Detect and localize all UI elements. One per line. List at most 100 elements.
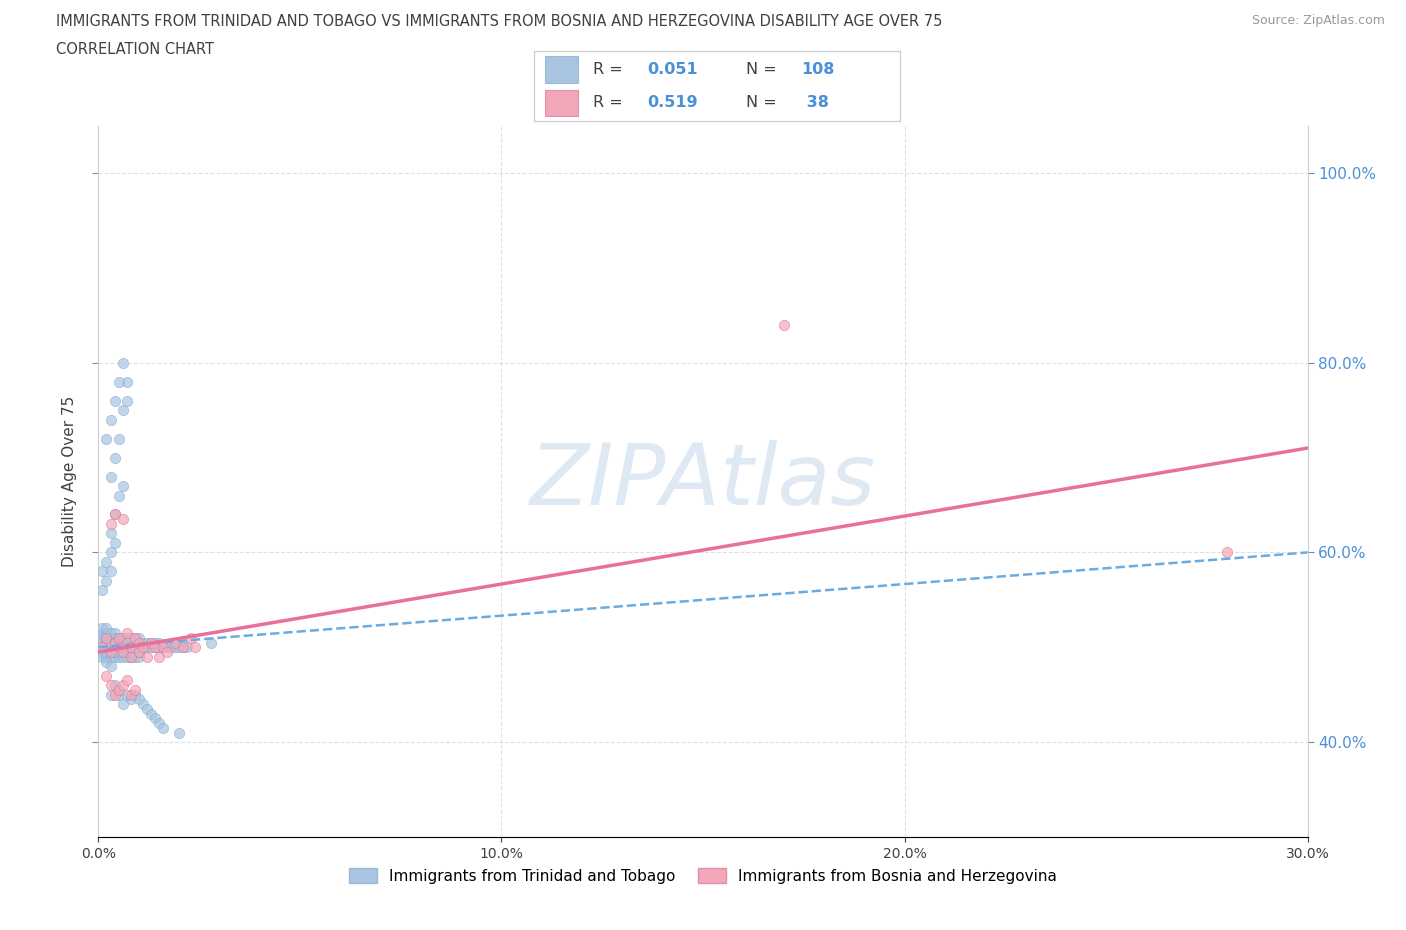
Point [103,644,125,659]
Point [107,687,129,702]
Point [100,631,122,645]
Point [111,355,134,370]
Point [115,640,138,655]
Point [143,635,166,650]
Point [135,635,157,650]
Point [139,635,162,650]
Text: 0.051: 0.051 [648,61,699,77]
Point [96,654,118,669]
Point [128,631,150,645]
Point [115,393,138,408]
Point [100,635,122,650]
Point [120,640,142,655]
Point [103,507,125,522]
Point [148,635,170,650]
Point [152,721,174,736]
Point [128,640,150,655]
Point [100,526,122,541]
Point [132,640,155,655]
Point [115,687,138,702]
Point [152,640,174,655]
Point [111,678,134,693]
Point [96,635,118,650]
Point [124,640,146,655]
Point [96,626,118,641]
Point [107,374,129,389]
Point [111,644,134,659]
Point [200,635,222,650]
Point [100,545,122,560]
Text: 38: 38 [801,95,830,111]
Point [111,403,134,418]
Point [163,640,186,655]
Point [135,640,157,655]
Point [91,621,114,636]
Point [96,631,118,645]
Point [107,649,129,664]
Text: IMMIGRANTS FROM TRINIDAD AND TOBAGO VS IMMIGRANTS FROM BOSNIA AND HERZEGOVINA DI: IMMIGRANTS FROM TRINIDAD AND TOBAGO VS I… [56,14,942,29]
Point [107,635,129,650]
Point [132,697,155,711]
Point [143,640,166,655]
Point [111,512,134,526]
Point [176,640,198,655]
Point [132,635,155,650]
Text: R =: R = [593,95,623,111]
Point [120,640,142,655]
Point [124,649,146,664]
Point [128,635,150,650]
Point [139,635,162,650]
Point [111,635,134,650]
Point [111,649,134,664]
Point [139,706,162,721]
Point [96,649,118,664]
Point [91,644,114,659]
Point [107,432,129,446]
Point [143,711,166,726]
Point [107,683,129,698]
Point [100,658,122,673]
Text: 108: 108 [801,61,835,77]
Point [100,644,122,659]
Point [91,626,114,641]
FancyBboxPatch shape [546,56,578,83]
Text: N =: N = [747,95,778,111]
Point [128,649,150,664]
Point [156,644,179,659]
Point [132,640,155,655]
Point [1216,545,1239,560]
Text: Source: ZipAtlas.com: Source: ZipAtlas.com [1251,14,1385,27]
Point [115,649,138,664]
Point [91,564,114,578]
Point [103,626,125,641]
Point [96,574,118,589]
Text: R =: R = [593,61,623,77]
Point [100,626,122,641]
Point [115,635,138,650]
Point [120,649,142,664]
Point [148,716,170,731]
Point [111,697,134,711]
Point [107,631,129,645]
Point [128,644,150,659]
Point [152,640,174,655]
Point [103,635,125,650]
Point [103,631,125,645]
Point [124,631,146,645]
Point [91,583,114,598]
Point [124,687,146,702]
Point [103,507,125,522]
Point [128,644,150,659]
Point [96,669,118,684]
Point [115,644,138,659]
Point [120,644,142,659]
Point [172,640,194,655]
Point [111,631,134,645]
Point [96,554,118,569]
Point [103,635,125,650]
Point [120,692,142,707]
Point [100,649,122,664]
Point [184,640,207,655]
Point [107,640,129,655]
Point [103,687,125,702]
